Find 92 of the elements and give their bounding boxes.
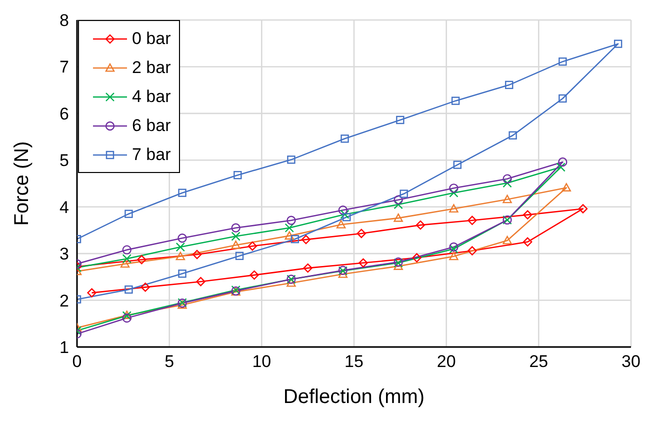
- point: [235, 252, 244, 260]
- point: [502, 194, 512, 204]
- x-axis-title: Deflection (mm): [283, 386, 425, 408]
- point: [449, 252, 458, 260]
- legend-label: 4 bar: [132, 86, 171, 106]
- point: [137, 255, 146, 264]
- y-tick-label: 4: [60, 198, 69, 217]
- point: [122, 313, 132, 323]
- point: [176, 242, 186, 252]
- point: [394, 200, 403, 210]
- point: [449, 188, 458, 198]
- y-tick-label: 8: [60, 11, 69, 30]
- point: [558, 57, 567, 66]
- x-tick-label: 0: [72, 352, 82, 372]
- point: [301, 234, 311, 244]
- point: [122, 245, 132, 254]
- point: [248, 241, 258, 251]
- point: [192, 250, 202, 260]
- point: [356, 228, 366, 238]
- point: [250, 270, 259, 280]
- legend-label: 0 bar: [132, 28, 171, 48]
- point: [176, 252, 186, 260]
- point: [449, 184, 458, 193]
- point: [358, 258, 368, 268]
- point: [303, 263, 312, 273]
- x-tick-label: 30: [622, 352, 640, 372]
- point: [468, 216, 477, 226]
- point: [522, 237, 532, 246]
- legend-label: 7 bar: [132, 144, 171, 164]
- y-axis-title: Force (N): [11, 141, 34, 226]
- point: [502, 236, 512, 244]
- point: [453, 160, 462, 169]
- point: [284, 231, 294, 240]
- point: [87, 288, 96, 298]
- point: [178, 270, 186, 278]
- point: [140, 282, 150, 292]
- point: [178, 188, 186, 197]
- point: [124, 285, 133, 294]
- point: [231, 240, 240, 249]
- point: [394, 262, 403, 270]
- point: [578, 204, 588, 214]
- point: [284, 223, 294, 232]
- x-tick-label: 15: [344, 352, 364, 372]
- y-tick-label: 3: [60, 244, 69, 264]
- point: [394, 195, 403, 204]
- point: [449, 204, 458, 213]
- point: [287, 156, 296, 164]
- point: [338, 270, 348, 278]
- point: [286, 216, 296, 226]
- point: [338, 206, 348, 215]
- point: [196, 277, 206, 286]
- y-tick-label: 7: [60, 58, 69, 77]
- point: [231, 223, 240, 232]
- x-tick-label: 25: [529, 352, 548, 372]
- point: [522, 210, 532, 220]
- point: [336, 220, 346, 228]
- legend-label: 2 bar: [132, 58, 171, 78]
- y-tick-label: 2: [60, 291, 69, 310]
- point: [342, 213, 351, 222]
- point: [412, 253, 422, 262]
- point: [556, 162, 566, 172]
- y-tick-label: 1: [60, 338, 69, 358]
- y-tick-label: 6: [60, 104, 69, 124]
- point: [400, 190, 408, 198]
- point: [231, 232, 240, 241]
- x-tick-label: 10: [252, 352, 272, 372]
- point: [505, 80, 514, 90]
- y-tick-label: 5: [60, 151, 69, 170]
- point: [394, 213, 403, 222]
- point: [558, 157, 568, 167]
- point: [416, 220, 426, 230]
- point: [286, 278, 296, 287]
- x-tick-label: 20: [436, 352, 456, 372]
- x-tick-label: 5: [164, 352, 174, 372]
- point: [122, 254, 132, 264]
- point: [502, 174, 512, 184]
- point: [508, 131, 517, 140]
- point: [340, 134, 349, 143]
- point: [558, 94, 567, 103]
- point: [340, 210, 350, 219]
- point: [124, 210, 133, 218]
- point: [468, 246, 477, 256]
- point: [451, 96, 460, 105]
- point: [178, 234, 187, 243]
- point: [120, 259, 130, 268]
- point: [502, 178, 512, 188]
- legend-label: 6 bar: [132, 116, 171, 136]
- point: [396, 116, 404, 124]
- point: [614, 40, 622, 48]
- point: [234, 170, 242, 180]
- point: [562, 183, 571, 192]
- point: [290, 234, 300, 244]
